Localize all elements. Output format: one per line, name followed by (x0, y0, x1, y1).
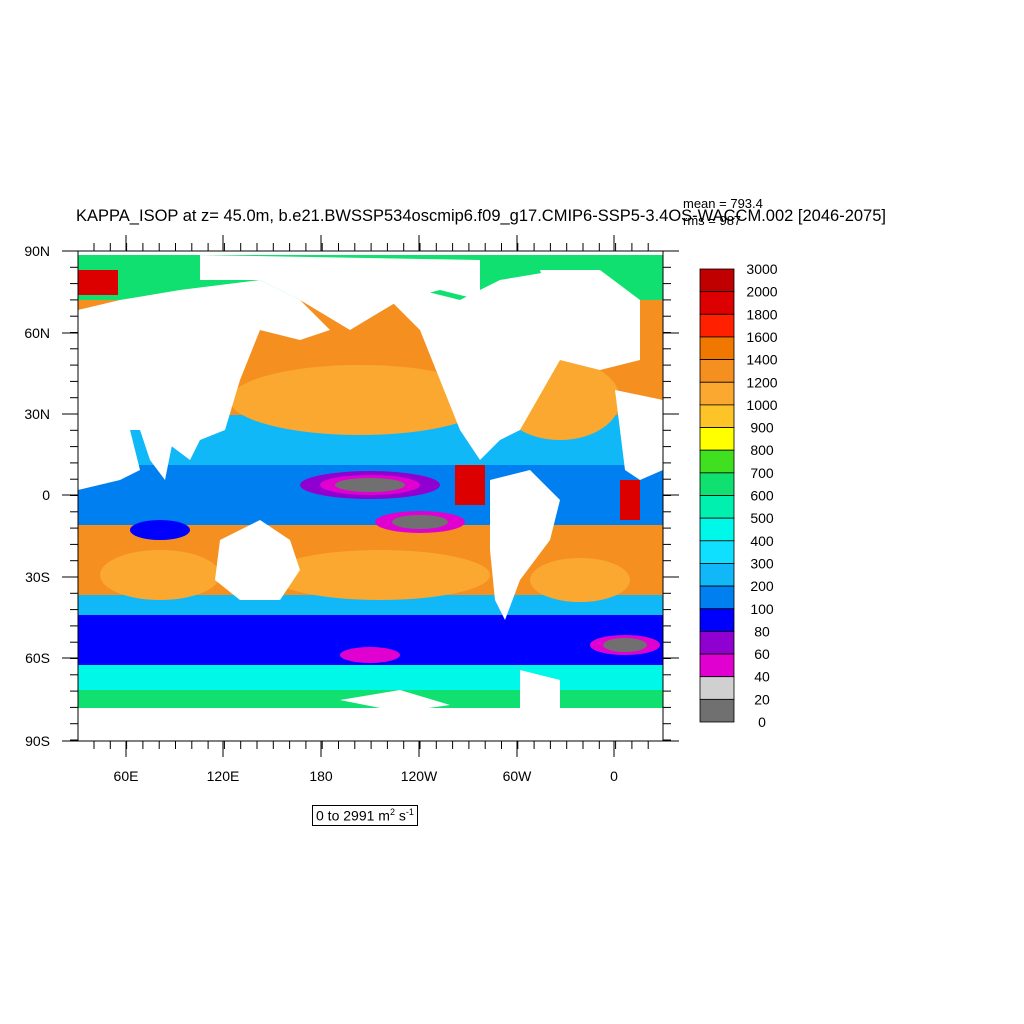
colorbar-swatch (699, 517, 735, 542)
colorbar-label: 20 (754, 691, 770, 707)
colorbar-label: 1800 (746, 306, 777, 322)
colorbar-swatch (699, 698, 735, 723)
equatorial-pacific-minimum (335, 478, 405, 492)
plot-title: KAPPA_ISOP at z= 45.0m, b.e21.BWSSP534os… (76, 207, 886, 225)
colorbar-swatch (699, 653, 735, 678)
colorbar-swatch (699, 313, 735, 338)
colorbar-label: 2000 (746, 284, 777, 300)
colorbar-swatch (699, 404, 735, 428)
colorbar-label: 1600 (746, 329, 777, 345)
lat-label: 0 (42, 487, 50, 503)
lat-label: 60S (25, 650, 50, 666)
colorbar-label: 900 (750, 420, 774, 436)
lon-label: 0 (610, 768, 618, 784)
colorbar-swatch (699, 427, 735, 451)
colorbar-swatch (699, 336, 735, 361)
colorbar-swatch (699, 359, 735, 383)
colorbar-label: 700 (750, 465, 774, 481)
colorbar-label: 100 (750, 601, 774, 617)
colorbar-swatch (699, 381, 735, 406)
colorbar-label: 1200 (746, 374, 777, 390)
colorbar-swatch (699, 540, 735, 564)
lat-label: 30N (24, 406, 50, 422)
colorbar-swatch (699, 585, 735, 610)
colorbar-swatch (699, 472, 735, 496)
colorbar-label: 600 (750, 488, 774, 504)
colorbar-label: 80 (754, 623, 770, 639)
lat-label: 90N (24, 243, 50, 259)
colorbar-label: 1000 (746, 397, 777, 413)
lon-label: 60W (503, 768, 533, 784)
colorbar-label: 3000 (746, 261, 777, 277)
south-atlantic-minimum (603, 638, 647, 652)
colorbar-swatch (699, 268, 735, 293)
colorbar-label: 0 (758, 714, 766, 730)
colorbar-swatch (699, 495, 735, 519)
lat-label: 30S (25, 569, 50, 585)
lat-label: 90S (25, 733, 50, 749)
lon-label: 60E (114, 768, 139, 784)
colorbar-label: 200 (750, 578, 774, 594)
colorbar-label: 500 (750, 510, 774, 526)
lat-label: 60N (24, 325, 50, 341)
colorbar-swatch (699, 608, 735, 632)
lon-label: 120E (207, 768, 240, 784)
land-masses (78, 255, 663, 741)
lon-label: 180 (309, 768, 333, 784)
colorbar-swatch (699, 563, 735, 587)
colorbar-label: 800 (750, 442, 774, 458)
rms-value: rms = 987 (683, 213, 742, 228)
colorbar-swatch (699, 449, 735, 474)
colorbar-label: 1400 (746, 352, 777, 368)
colorbar: 3000200018001600140012001000900800700600… (699, 261, 778, 730)
colorbar-label: 60 (754, 646, 770, 662)
data-range-box: 0 to 2991 m2 s-1 (312, 805, 418, 826)
map-field (78, 251, 663, 741)
colorbar-swatch (699, 291, 735, 315)
colorbar-label: 400 (750, 533, 774, 549)
colorbar-swatch (699, 676, 735, 700)
mean-value: mean = 793.4 (683, 196, 763, 211)
colorbar-label: 40 (754, 669, 770, 685)
colorbar-swatch (699, 631, 735, 655)
lon-label: 120W (401, 768, 438, 784)
colorbar-label: 300 (750, 555, 774, 571)
